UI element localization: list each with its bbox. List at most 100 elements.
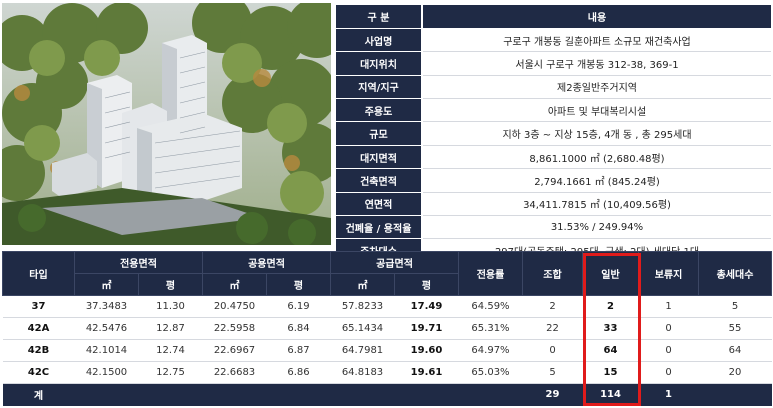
col-unit-pyeong: 평 [394, 273, 459, 296]
unit-type: 42A [2, 317, 75, 340]
info-row: 지역/지구 제2종일반주거지역 [336, 75, 771, 100]
col-reserve-header: 보류지 [638, 251, 699, 296]
exclusive-ratio: 64.97% [458, 339, 523, 362]
union-count: 5 [522, 361, 583, 384]
info-header-value: 내용 [422, 5, 771, 29]
col-unit-sqm: ㎡ [74, 273, 139, 296]
info-value: 구로구 개봉동 길훈아파트 소규모 재건축사업 [422, 28, 771, 53]
empty-cell [202, 383, 267, 406]
unit-type: 42C [2, 361, 75, 384]
unit-header-row: 타입 전용면적 공용면적 공급면적 전용률 조합 일반 보류지 총세대수 [2, 251, 772, 296]
project-info-table: 구 분 내용 사업명 구로구 개봉동 길훈아파트 소규모 재건축사업 대지위치 … [336, 5, 771, 263]
empty-cell [394, 383, 459, 406]
exclusive-ratio: 64.59% [458, 295, 523, 318]
col-unit-sqm: ㎡ [330, 273, 395, 296]
unit-type: 37 [2, 295, 75, 318]
total-count: 64 [698, 339, 772, 362]
col-unit-pyeong: 평 [138, 273, 203, 296]
common-sqm: 22.6683 [202, 361, 267, 384]
unit-row: 42C 42.1500 12.75 22.6683 6.86 64.8183 1… [2, 361, 772, 384]
common-sqm: 20.4750 [202, 295, 267, 318]
total-count: 20 [698, 361, 772, 384]
reserve-count: 0 [638, 317, 699, 340]
exclusive-pyeong: 12.75 [138, 361, 203, 384]
info-row: 대지면적 8,861.1000 ㎡ (2,680.48평) [336, 145, 771, 170]
info-header-label: 구 분 [336, 5, 423, 29]
col-unit-pyeong: 평 [266, 273, 331, 296]
info-row: 건축면적 2,794.1661 ㎡ (845.24평) [336, 168, 771, 193]
info-label: 규모 [336, 121, 423, 146]
empty-cell [330, 383, 395, 406]
info-label: 건폐율 / 용적율 [336, 215, 423, 240]
common-sqm: 22.6967 [202, 339, 267, 362]
total-union: 29 [522, 383, 583, 406]
general-count: 2 [582, 295, 639, 318]
common-pyeong: 6.84 [266, 317, 331, 340]
total-general: 114 [582, 383, 639, 406]
info-label: 주용도 [336, 98, 423, 123]
exclusive-sqm: 37.3483 [74, 295, 139, 318]
unit-subheader-row: ㎡ 평 ㎡ 평 ㎡ 평 [3, 273, 772, 296]
exclusive-sqm: 42.5476 [74, 317, 139, 340]
col-exclusive-header: 전용면적 [74, 251, 203, 274]
col-union-header: 조합 [522, 251, 583, 296]
info-value: 31.53% / 249.94% [422, 215, 771, 240]
exclusive-pyeong: 12.74 [138, 339, 203, 362]
building-rendering-image [2, 3, 331, 245]
exclusive-pyeong: 11.30 [138, 295, 203, 318]
info-label: 지역/지구 [336, 75, 423, 100]
info-row: 건폐율 / 용적율 31.53% / 249.94% [336, 215, 771, 240]
info-value: 8,861.1000 ㎡ (2,680.48평) [422, 145, 771, 170]
info-value: 아파트 및 부대복리시설 [422, 98, 771, 123]
info-row: 사업명 구로구 개봉동 길훈아파트 소규모 재건축사업 [336, 28, 771, 53]
empty-cell [138, 383, 203, 406]
supply-sqm: 64.8183 [330, 361, 395, 384]
reserve-count: 0 [638, 339, 699, 362]
total-reserve: 1 [638, 383, 699, 406]
exclusive-sqm: 42.1014 [74, 339, 139, 362]
supply-sqm: 64.7981 [330, 339, 395, 362]
info-label: 대지위치 [336, 51, 423, 76]
general-count: 64 [582, 339, 639, 362]
col-unit-sqm: ㎡ [202, 273, 267, 296]
common-pyeong: 6.19 [266, 295, 331, 318]
exclusive-ratio: 65.31% [458, 317, 523, 340]
building-rendering-svg [2, 3, 331, 245]
union-count: 0 [522, 339, 583, 362]
empty-cell [458, 383, 523, 406]
info-value: 서울시 구로구 개봉동 312-38, 369-1 [422, 51, 771, 76]
info-value: 지하 3층 ~ 지상 15층, 4개 동 , 총 295세대 [422, 121, 771, 146]
common-sqm: 22.5958 [202, 317, 267, 340]
empty-cell [698, 383, 772, 406]
unit-type: 42B [2, 339, 75, 362]
unit-type-table: 타입 전용면적 공용면적 공급면적 전용률 조합 일반 보류지 총세대수 ㎡ 평… [2, 251, 772, 406]
exclusive-ratio: 65.03% [458, 361, 523, 384]
empty-cell [74, 383, 139, 406]
supply-pyeong: 19.60 [394, 339, 459, 362]
unit-row: 42A 42.5476 12.87 22.5958 6.84 65.1434 1… [2, 317, 772, 340]
general-count: 33 [582, 317, 639, 340]
exclusive-pyeong: 12.87 [138, 317, 203, 340]
total-label: 계 [2, 383, 75, 406]
info-label: 사업명 [336, 28, 423, 53]
union-count: 2 [522, 295, 583, 318]
info-label: 연면적 [336, 192, 423, 217]
common-pyeong: 6.87 [266, 339, 331, 362]
supply-sqm: 57.8233 [330, 295, 395, 318]
col-ratio-header: 전용률 [458, 251, 523, 296]
info-value: 2,794.1661 ㎡ (845.24평) [422, 168, 771, 193]
info-label: 건축면적 [336, 168, 423, 193]
union-count: 22 [522, 317, 583, 340]
info-row: 연면적 34,411.7815 ㎡ (10,409.56평) [336, 192, 771, 217]
common-pyeong: 6.86 [266, 361, 331, 384]
supply-pyeong: 19.61 [394, 361, 459, 384]
info-row: 규모 지하 3층 ~ 지상 15층, 4개 동 , 총 295세대 [336, 121, 771, 146]
col-type-header: 타입 [2, 251, 75, 296]
total-count: 5 [698, 295, 772, 318]
reserve-count: 1 [638, 295, 699, 318]
unit-row: 37 37.3483 11.30 20.4750 6.19 57.8233 17… [2, 295, 772, 318]
col-general-header: 일반 [582, 251, 639, 296]
reserve-count: 0 [638, 361, 699, 384]
info-row: 주용도 아파트 및 부대복리시설 [336, 98, 771, 123]
info-row: 대지위치 서울시 구로구 개봉동 312-38, 369-1 [336, 51, 771, 76]
